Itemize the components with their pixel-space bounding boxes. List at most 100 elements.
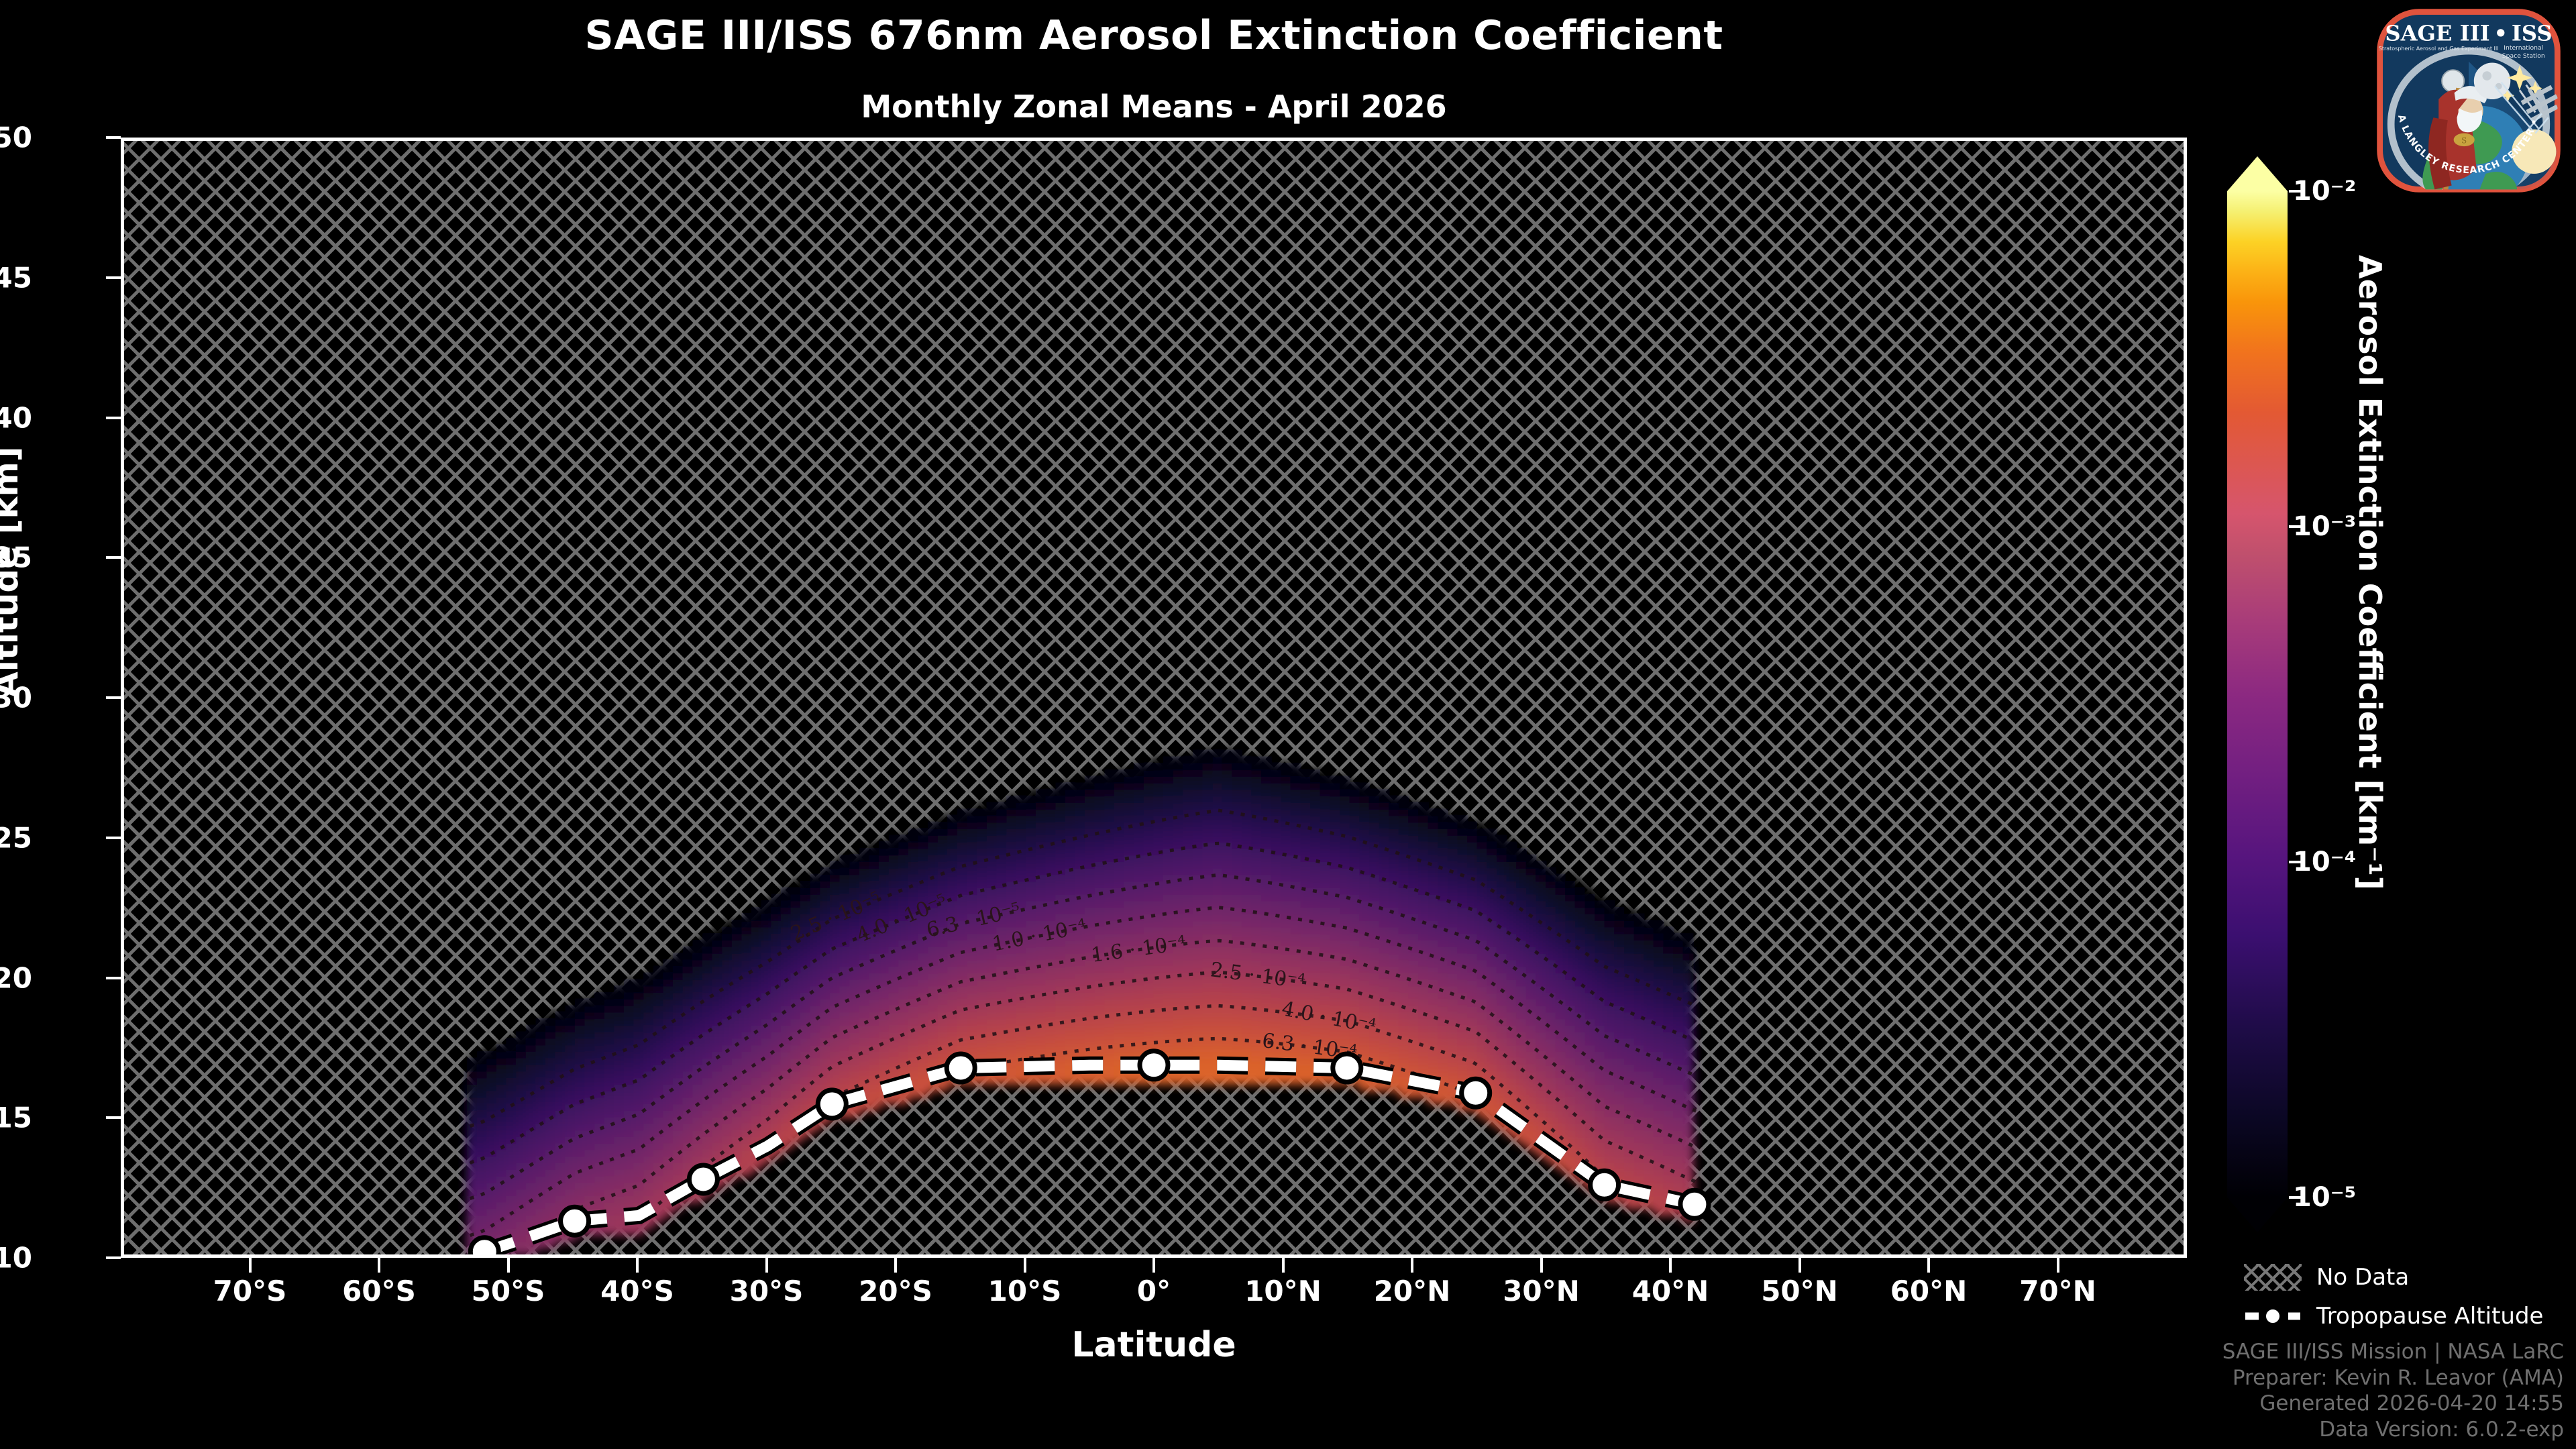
sage-iii-iss-mission-patch-logo: S SAGE III • ISS Stratospheric Aerosol and… (2371, 3, 2561, 193)
y-tick-mark (106, 1256, 121, 1259)
y-tick-mark (106, 276, 121, 279)
colorbar-extend-top-icon (2227, 156, 2288, 191)
tropopause-marker (1330, 1051, 1364, 1085)
colorbar-tick-mark (2289, 861, 2302, 863)
x-tick-mark (765, 1258, 768, 1273)
colorbar-tick-mark (2289, 190, 2302, 193)
y-tick-label: 15 (0, 1101, 32, 1134)
tropopause-overlay (468, 1049, 1711, 1254)
legend-label-tropopause: Tropopause Altitude (2316, 1303, 2544, 1330)
footer-line-generated: Generated 2026-04-20 14:55 (2259, 1391, 2564, 1416)
colorbar-tick-label: 10⁻⁴ (2293, 847, 2357, 877)
y-tick-mark (106, 836, 121, 839)
contour-line (657, 970, 1697, 1205)
colorbar-tick-mark (2289, 1196, 2302, 1199)
colorbar (2227, 156, 2288, 1232)
x-tick-label: 50°S (471, 1275, 545, 1307)
y-tick-label: 50 (0, 121, 32, 154)
x-tick-mark (1152, 1258, 1155, 1273)
y-tick-label: 30 (0, 681, 32, 714)
footer-line-mission: SAGE III/ISS Mission | NASA LaRC (2222, 1340, 2564, 1364)
x-tick-label: 70°S (213, 1275, 287, 1307)
x-tick-label: 10°S (987, 1275, 1062, 1307)
x-tick-mark (1798, 1258, 1801, 1273)
x-tick-mark (506, 1258, 510, 1273)
x-tick-mark (2056, 1258, 2059, 1273)
y-tick-mark (106, 976, 121, 979)
legend-item-tropopause: Tropopause Altitude (2244, 1297, 2543, 1336)
contour-plot: 2.5 · 10⁻⁵ 4.0 · 10⁻⁵ 6.3 · 10⁻⁵ 1.0 · 10⁻⁴… (121, 138, 2187, 1258)
tropopause-swatch-icon (2244, 1303, 2302, 1330)
page-title: SAGE III/ISS 676nm Aerosol Extinction Co… (584, 12, 1723, 59)
logo-subtitle-right-1: International (2504, 44, 2543, 52)
contour-line (539, 938, 1697, 1234)
x-tick-mark (1411, 1258, 1413, 1273)
legend: No Data Tropopause Altitude (2244, 1258, 2543, 1336)
x-tick-label: 30°N (1503, 1275, 1580, 1307)
tropopause-marker (686, 1163, 720, 1196)
colorbar-tick-label: 10⁻⁵ (2293, 1182, 2357, 1213)
x-tick-label: 40°S (600, 1275, 674, 1307)
x-axis-label: Latitude (1071, 1325, 1236, 1365)
tropopause-marker (1459, 1076, 1493, 1110)
y-tick-mark (106, 136, 121, 139)
contour-line (469, 841, 1697, 1165)
x-tick-label: 60°N (1890, 1275, 1968, 1307)
y-tick-label: 35 (0, 541, 32, 574)
x-tick-mark (1281, 1258, 1285, 1273)
y-tick-mark (106, 1116, 121, 1120)
x-tick-mark (636, 1258, 639, 1273)
tropopause-marker (468, 1235, 501, 1254)
no-data-swatch-icon (2244, 1264, 2302, 1291)
tropopause-marker (558, 1204, 592, 1238)
tropopause-marker (1678, 1187, 1711, 1221)
colorbar-extend-bottom-icon (2227, 1197, 2288, 1232)
x-tick-label: 0° (1136, 1275, 1171, 1307)
y-tick-mark (106, 556, 121, 559)
x-tick-label: 40°N (1631, 1275, 1709, 1307)
y-tick-mark (106, 416, 121, 419)
legend-label-no-data: No Data (2316, 1264, 2410, 1291)
x-tick-mark (1669, 1258, 1672, 1273)
tropopause-marker (815, 1087, 849, 1121)
tropopause-marker (1588, 1168, 1621, 1201)
x-tick-mark (1023, 1258, 1026, 1273)
x-tick-label: 20°N (1373, 1275, 1451, 1307)
logo-subtitle-left: Stratospheric Aerosol and Gas Experiment… (2379, 46, 2499, 52)
y-tick-label: 20 (0, 961, 32, 994)
page-subtitle: Monthly Zonal Means - April 2026 (861, 89, 1447, 125)
y-tick-label: 45 (0, 261, 32, 294)
x-tick-label: 70°N (2019, 1275, 2096, 1307)
tropopause-line-outline (482, 1056, 1697, 1254)
contour-line (973, 1036, 1466, 1095)
colorbar-tick-label: 10⁻³ (2293, 511, 2357, 542)
legend-item-no-data: No Data (2244, 1258, 2543, 1297)
field-svg: 2.5 · 10⁻⁵4.0 · 10⁻⁵6.3 · 10⁻⁵1.0 · 10⁻⁴… (466, 749, 1697, 1254)
x-tick-mark (248, 1258, 252, 1273)
logo-title-main: SAGE III (2385, 20, 2489, 46)
x-tick-label: 30°S (729, 1275, 804, 1307)
x-tick-mark (1540, 1258, 1543, 1273)
x-tick-mark (894, 1258, 897, 1273)
x-tick-mark (378, 1258, 380, 1273)
y-tick-label: 25 (0, 821, 32, 855)
footer-line-preparer: Preparer: Kevin R. Leavor (AMA) (2232, 1365, 2564, 1390)
logo-subtitle-right-2: Space Station (2502, 52, 2545, 60)
footer-line-version: Data Version: 6.0.2-exp (2319, 1417, 2564, 1442)
tropopause-line (482, 1059, 1696, 1254)
colorbar-tick-mark (2289, 525, 2302, 528)
colorbar-label: Aerosol Extinction Coefficient [km⁻¹] (2352, 255, 2388, 890)
contour-line (798, 1004, 1636, 1193)
y-tick-label: 40 (0, 401, 32, 434)
tropopause-marker (944, 1051, 977, 1085)
colorbar-gradient (2227, 191, 2288, 1197)
colorbar-tick-label: 10⁻² (2293, 176, 2357, 207)
x-tick-label: 60°S (342, 1275, 416, 1307)
y-tick-mark (106, 696, 121, 699)
x-tick-label: 50°N (1761, 1275, 1838, 1307)
logo-title-iss: ISS (2512, 20, 2553, 46)
tropopause-marker (1137, 1049, 1171, 1082)
y-tick-label: 10 (0, 1241, 32, 1275)
footer-credits: SAGE III/ISS Mission | NASA LaRC Prepare… (2222, 1339, 2564, 1442)
x-tick-mark (1927, 1258, 1930, 1273)
